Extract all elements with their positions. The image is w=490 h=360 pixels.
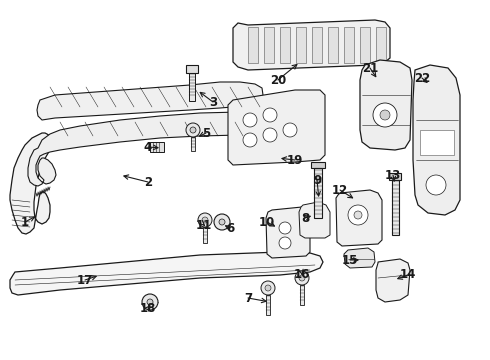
Polygon shape: [37, 82, 263, 120]
Circle shape: [265, 285, 271, 291]
Text: 8: 8: [301, 212, 309, 225]
Text: 5: 5: [202, 126, 210, 140]
Polygon shape: [376, 259, 410, 302]
Bar: [392, 180, 399, 235]
Circle shape: [219, 219, 225, 225]
Bar: [191, 137, 195, 151]
Circle shape: [373, 103, 397, 127]
Bar: [314, 168, 322, 218]
Polygon shape: [344, 248, 375, 268]
Circle shape: [243, 113, 257, 127]
Polygon shape: [186, 65, 198, 73]
Polygon shape: [150, 142, 164, 152]
Circle shape: [283, 123, 297, 137]
Polygon shape: [264, 27, 274, 63]
Text: 7: 7: [244, 292, 252, 305]
Polygon shape: [420, 130, 454, 155]
Circle shape: [426, 175, 446, 195]
Text: 6: 6: [226, 221, 234, 234]
Polygon shape: [360, 60, 412, 150]
Text: 1: 1: [21, 216, 29, 229]
Polygon shape: [248, 27, 258, 63]
Text: 20: 20: [270, 73, 286, 86]
Circle shape: [263, 108, 277, 122]
Circle shape: [147, 299, 153, 305]
Circle shape: [261, 281, 275, 295]
Bar: [203, 227, 207, 243]
Polygon shape: [228, 90, 325, 165]
Text: 22: 22: [414, 72, 430, 85]
Text: 4: 4: [144, 140, 152, 153]
Circle shape: [142, 294, 158, 310]
Circle shape: [295, 271, 309, 285]
Bar: [189, 73, 195, 101]
Text: 15: 15: [342, 253, 358, 266]
Circle shape: [202, 217, 208, 223]
Polygon shape: [312, 27, 322, 63]
Polygon shape: [10, 252, 323, 295]
Circle shape: [279, 222, 291, 234]
Text: 21: 21: [362, 62, 378, 75]
Text: 14: 14: [400, 269, 416, 282]
Circle shape: [263, 128, 277, 142]
Circle shape: [279, 237, 291, 249]
Text: 12: 12: [332, 184, 348, 197]
Polygon shape: [336, 190, 382, 246]
Polygon shape: [413, 65, 460, 215]
Polygon shape: [344, 27, 354, 63]
Text: 17: 17: [77, 274, 93, 287]
Bar: [266, 295, 270, 315]
Polygon shape: [311, 162, 325, 168]
Text: 11: 11: [196, 219, 212, 231]
Text: 9: 9: [313, 174, 321, 186]
Text: 2: 2: [144, 176, 152, 189]
Circle shape: [354, 211, 362, 219]
Polygon shape: [328, 27, 338, 63]
Text: 18: 18: [140, 302, 156, 315]
Text: 3: 3: [209, 95, 217, 108]
Circle shape: [186, 123, 200, 137]
Circle shape: [348, 205, 368, 225]
Circle shape: [380, 110, 390, 120]
Polygon shape: [360, 27, 370, 63]
Bar: [300, 285, 304, 305]
Text: 16: 16: [294, 267, 310, 280]
Polygon shape: [376, 27, 386, 63]
Polygon shape: [266, 207, 310, 258]
Polygon shape: [28, 112, 272, 186]
Polygon shape: [296, 27, 306, 63]
Text: 10: 10: [259, 216, 275, 229]
Text: 13: 13: [385, 168, 401, 181]
Polygon shape: [389, 173, 401, 180]
Circle shape: [299, 275, 305, 281]
Polygon shape: [10, 133, 52, 234]
Circle shape: [243, 133, 257, 147]
Circle shape: [214, 214, 230, 230]
Polygon shape: [299, 202, 330, 238]
Polygon shape: [280, 27, 290, 63]
Circle shape: [198, 213, 212, 227]
Text: 19: 19: [287, 153, 303, 166]
Polygon shape: [233, 20, 390, 70]
Circle shape: [190, 127, 196, 133]
